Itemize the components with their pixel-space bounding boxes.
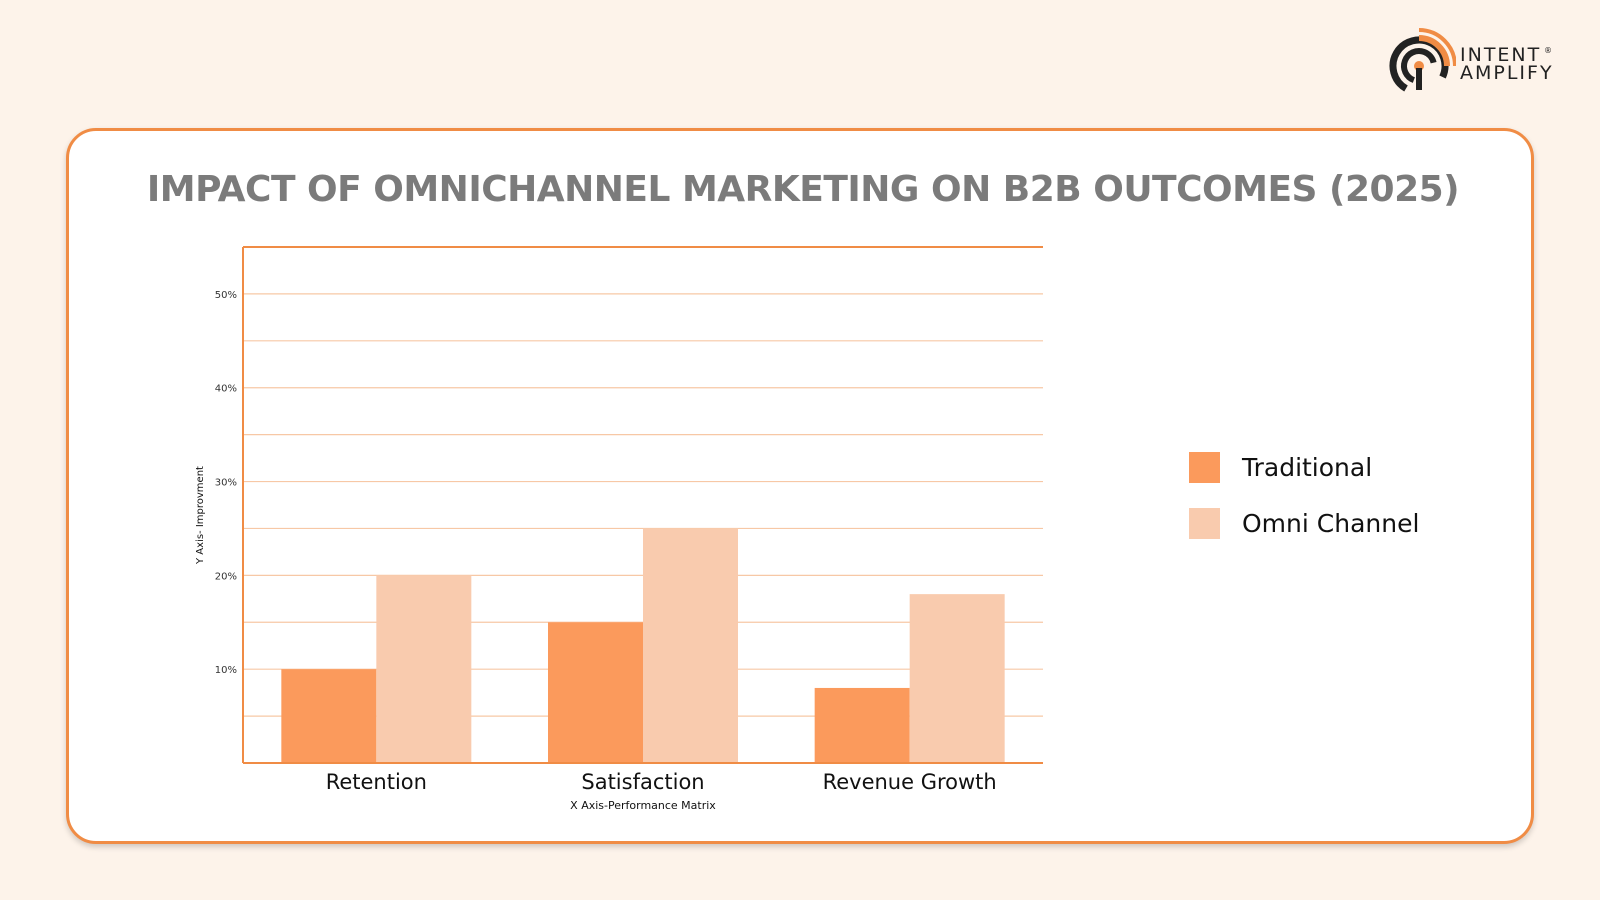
- brand-name-line2: Amplify: [1460, 62, 1554, 84]
- y-axis-label: Y Axis- Improvment: [195, 466, 206, 565]
- brand-name-line1: Intent: [1460, 44, 1542, 66]
- y-tick-label-30: 30%: [215, 478, 237, 489]
- chart-title: IMPACT OF OMNICHANNEL MARKETING ON B2B O…: [146, 169, 1460, 210]
- x-tick-label-satisfaction: Satisfaction: [581, 770, 704, 794]
- chart-legend: Traditional Omni Channel: [1189, 451, 1419, 563]
- y-tick-label-10: 10%: [215, 665, 237, 676]
- x-axis-label: X Axis-Performance Matrix: [570, 799, 716, 812]
- bar-traditional-revenue-growth: [814, 687, 910, 763]
- legend-swatch-omni-channel: [1189, 507, 1220, 539]
- y-tick-label-40: 40%: [215, 384, 237, 395]
- brand-logo: Intent Amplify ®: [1386, 28, 1566, 98]
- bar-traditional-satisfaction: [548, 622, 643, 763]
- bar-omni-channel-retention: [376, 575, 472, 763]
- bar-omni-channel-revenue-growth: [909, 594, 1005, 763]
- bar-omni-channel-satisfaction: [643, 528, 738, 763]
- legend-label-traditional: Traditional: [1242, 452, 1373, 482]
- bar-traditional-retention: [281, 669, 377, 763]
- bar-chart: 10% 20% 30% 40% 50% Retention Satisfaction Reve…: [195, 246, 1043, 812]
- y-tick-label-20: 20%: [215, 571, 237, 582]
- brand-signal-icon: [1389, 28, 1456, 96]
- y-tick-label-50: 50%: [215, 290, 237, 301]
- legend-label-omni-channel: Omni Channel: [1242, 508, 1420, 538]
- x-tick-label-retention: Retention: [326, 770, 427, 794]
- x-tick-label-revenue-growth: Revenue Growth: [823, 770, 997, 794]
- brand-registered-mark: ®: [1544, 46, 1552, 55]
- legend-swatch-traditional: [1189, 451, 1220, 483]
- legend-item-traditional: Traditional: [1189, 451, 1419, 483]
- legend-item-omni-channel: Omni Channel: [1189, 507, 1419, 539]
- chart-card: IMPACT OF OMNICHANNEL MARKETING ON B2B O…: [66, 128, 1534, 844]
